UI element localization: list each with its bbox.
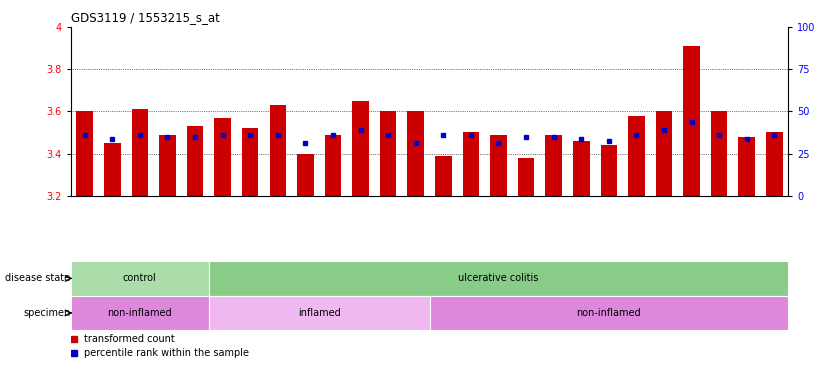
Text: inflamed: inflamed — [298, 308, 340, 318]
Bar — [71, 296, 208, 330]
Bar — [379, 111, 396, 196]
Text: non-inflamed: non-inflamed — [576, 308, 641, 318]
Bar — [518, 158, 535, 196]
Bar — [600, 145, 617, 196]
Bar — [71, 261, 208, 296]
Bar — [208, 261, 788, 296]
Bar — [628, 116, 645, 196]
Bar — [132, 109, 148, 196]
Bar — [435, 156, 451, 196]
Bar — [766, 132, 782, 196]
Bar — [463, 132, 480, 196]
Bar — [430, 296, 788, 330]
Text: non-inflamed: non-inflamed — [108, 308, 172, 318]
Text: transformed count: transformed count — [83, 334, 174, 344]
Bar — [573, 141, 590, 196]
Bar — [159, 134, 176, 196]
Text: disease state: disease state — [5, 273, 70, 283]
Bar — [738, 137, 755, 196]
Bar — [297, 154, 314, 196]
Bar — [104, 143, 121, 196]
Bar — [352, 101, 369, 196]
Bar — [683, 46, 700, 196]
Text: control: control — [123, 273, 157, 283]
Bar — [711, 111, 727, 196]
Bar — [214, 118, 231, 196]
Bar — [656, 111, 672, 196]
Bar — [208, 296, 430, 330]
Bar — [187, 126, 203, 196]
Bar — [77, 111, 93, 196]
Text: GDS3119 / 1553215_s_at: GDS3119 / 1553215_s_at — [71, 11, 220, 24]
Text: ulcerative colitis: ulcerative colitis — [459, 273, 539, 283]
Text: specimen: specimen — [23, 308, 70, 318]
Bar — [324, 134, 341, 196]
Text: percentile rank within the sample: percentile rank within the sample — [83, 348, 249, 358]
Bar — [545, 134, 562, 196]
Bar — [408, 111, 424, 196]
Bar — [242, 128, 259, 196]
Bar — [269, 105, 286, 196]
Bar — [490, 134, 507, 196]
